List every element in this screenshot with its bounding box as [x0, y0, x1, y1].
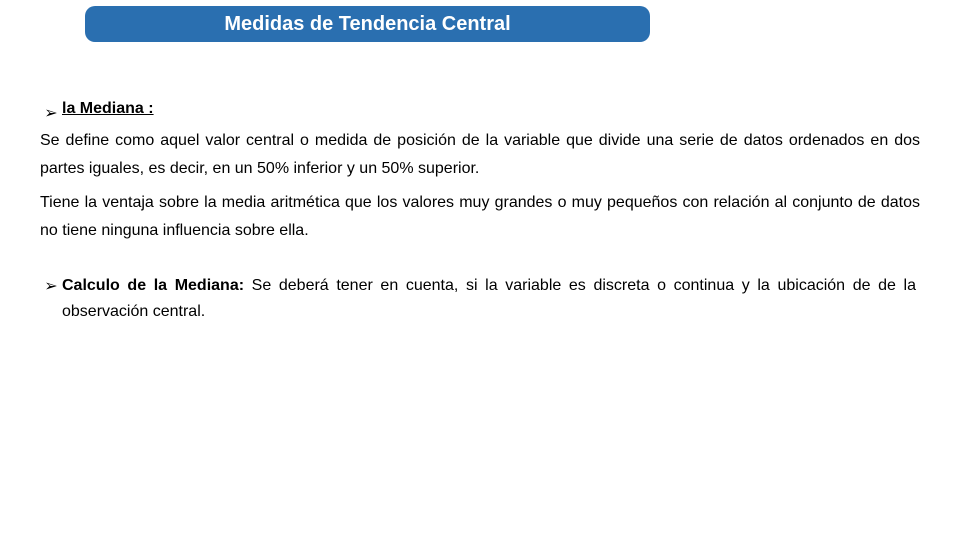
bullet-row-calculo: ➢ Calculo de la Mediana: Se deberá tener… — [40, 273, 920, 324]
chevron-right-icon: ➢ — [40, 276, 62, 296]
bullet-row-mediana: ➢ la Mediana : — [40, 100, 920, 123]
paragraph-advantage: Tiene la ventaja sobre la media aritméti… — [40, 189, 920, 245]
chevron-right-icon: ➢ — [40, 103, 62, 123]
paragraph-definition: Se define como aquel valor central o med… — [40, 127, 920, 183]
slide: Medidas de Tendencia Central ➢ la Median… — [0, 0, 960, 540]
paragraph-calculo: Calculo de la Mediana: Se deberá tener e… — [62, 273, 920, 324]
heading-mediana: la Mediana : — [62, 100, 154, 118]
title-banner: Medidas de Tendencia Central — [85, 6, 650, 42]
content-area: ➢ la Mediana : Se define como aquel valo… — [40, 100, 920, 324]
heading-calculo: Calculo de la Mediana: — [62, 277, 244, 294]
title-text: Medidas de Tendencia Central — [224, 13, 510, 36]
